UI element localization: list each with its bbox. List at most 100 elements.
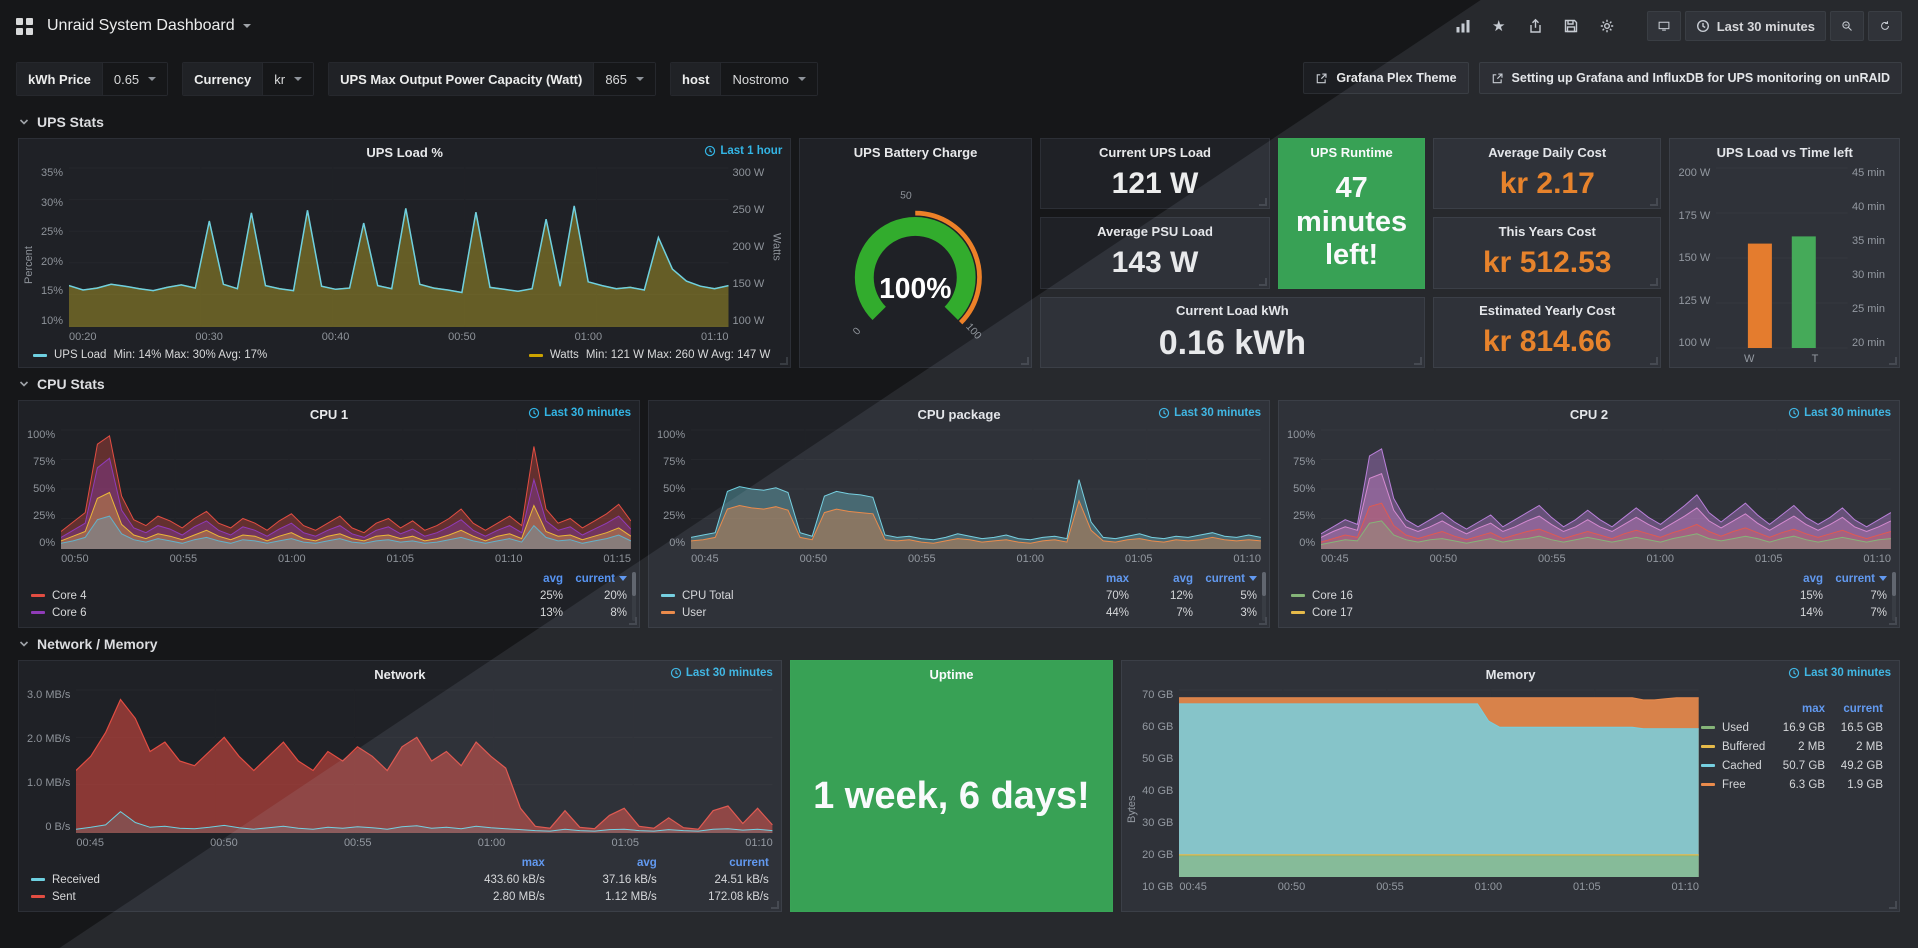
panel-title[interactable]: UPS Load %	[366, 144, 443, 160]
link-grafana-plex-theme[interactable]: Grafana Plex Theme	[1303, 62, 1469, 94]
legend-scrollbar[interactable]	[1262, 572, 1266, 621]
kiosk-mode-button[interactable]	[1646, 11, 1681, 41]
panel-time-override[interactable]: Last 30 minutes	[1788, 667, 1891, 679]
x-axis: 00:45 00:50 00:55 01:00 01:05 01:10	[1321, 549, 1891, 567]
legend-series[interactable]: User 44% 7% 3%	[661, 604, 1257, 621]
legend-series[interactable]: Core 17 14% 7%	[1291, 604, 1887, 621]
chevron-down-icon	[19, 119, 29, 125]
variable-currency[interactable]: Currency kr	[182, 62, 315, 96]
add-panel-button[interactable]	[1447, 12, 1479, 40]
tick-label: 150 W	[1678, 252, 1711, 264]
tick-label: 75%	[663, 456, 686, 468]
variable-kwh-price[interactable]: kWh Price 0.65	[16, 62, 169, 96]
share-button[interactable]	[1519, 12, 1551, 40]
legend-header[interactable]: max avg current	[661, 570, 1257, 587]
cpu-stats-row: CPU 1 Last 30 minutes 100% 75% 50% 25% 0% 00…	[0, 398, 1918, 630]
legend-header[interactable]: max avg current	[521, 856, 769, 869]
network-chart[interactable]	[76, 689, 773, 833]
panel-time-override[interactable]: Last 30 minutes	[670, 667, 773, 679]
svg-text:50: 50	[900, 190, 913, 202]
ups-load-time-bars[interactable]	[1716, 167, 1848, 349]
refresh-button[interactable]	[1868, 11, 1902, 41]
legend-series[interactable]: Free 6.3 GB 1.9 GB	[1701, 775, 1883, 794]
panel-title[interactable]: Average PSU Load	[1097, 223, 1213, 239]
panel-time-override[interactable]: Last 30 minutes	[1158, 407, 1261, 419]
svg-text:0: 0	[852, 326, 864, 338]
legend: max current Used 16.9 GB 16.5 GB Buffered 2 MB…	[1699, 689, 1891, 911]
refresh-icon	[1881, 21, 1889, 30]
cpu1-chart[interactable]	[61, 429, 631, 549]
panel-title[interactable]: This Years Cost	[1498, 223, 1596, 239]
legend-series[interactable]: Sent 2.80 MB/s 1.12 MB/s 172.08 kB/s	[31, 888, 769, 905]
legend-series[interactable]: Received 433.60 kB/s 37.16 kB/s 24.51 kB/s	[31, 871, 769, 888]
grafana-menu-icon[interactable]	[16, 17, 33, 35]
memory-chart[interactable]	[1179, 689, 1699, 877]
panel-title[interactable]: CPU 1	[309, 406, 349, 422]
tick-label: 00:50	[61, 553, 89, 565]
section-header-network-memory[interactable]: Network / Memory	[0, 630, 1918, 658]
panel-title[interactable]: UPS Runtime	[1310, 144, 1393, 160]
legend-scrollbar[interactable]	[632, 572, 636, 621]
panel-title[interactable]: CPU package	[917, 406, 1001, 422]
panel-title[interactable]: Uptime	[929, 666, 974, 682]
section-header-ups-stats[interactable]: UPS Stats	[0, 108, 1918, 136]
tick-label: 01:10	[700, 331, 729, 343]
legend-series[interactable]: UPS Load Min: 14% Max: 30% Avg: 17%	[33, 349, 267, 361]
tick-label: 300 W	[732, 167, 765, 179]
cpu2-chart[interactable]	[1321, 429, 1891, 549]
cpu-package-chart[interactable]	[691, 429, 1261, 549]
legend-scrollbar[interactable]	[1892, 572, 1896, 621]
tick-label: 40 min	[1851, 201, 1885, 213]
zoom-out-button[interactable]	[1830, 11, 1864, 41]
legend-header[interactable]: avg current	[1291, 570, 1887, 587]
time-range-picker[interactable]: Last 30 minutes	[1684, 11, 1826, 41]
legend-header[interactable]: max current	[1801, 702, 1883, 715]
dashboard-title-button[interactable]: Unraid System Dashboard	[47, 17, 251, 35]
legend: max avg current Received 433.60 kB/s 37.16 kB…	[19, 851, 781, 911]
y-axis-right: 45 min 40 min 35 min 30 min 25 min 20 min	[1848, 167, 1891, 367]
panel-title[interactable]: CPU 2	[1569, 406, 1609, 422]
panel-title[interactable]: UPS Battery Charge	[853, 144, 978, 160]
panel-time-override[interactable]: Last 30 minutes	[528, 407, 631, 419]
legend-series[interactable]: CPU Total 70% 12% 5%	[661, 587, 1257, 604]
clock-icon	[1696, 19, 1709, 33]
ups-load-chart[interactable]	[69, 167, 729, 327]
legend-series[interactable]: Cached 50.7 GB 49.2 GB	[1701, 756, 1883, 775]
panel-title[interactable]: Current UPS Load	[1099, 144, 1211, 160]
panel-title[interactable]: Estimated Yearly Cost	[1479, 303, 1616, 319]
favorite-button[interactable]: ★	[1483, 12, 1515, 40]
save-button[interactable]	[1555, 12, 1587, 40]
panel-title[interactable]: UPS Load vs Time left	[1716, 144, 1853, 160]
settings-button[interactable]	[1591, 12, 1623, 40]
gear-icon	[1600, 19, 1613, 33]
panel-title[interactable]: Average Daily Cost	[1488, 144, 1607, 160]
legend-header[interactable]: avg current	[31, 570, 627, 587]
legend-series[interactable]: Watts Min: 121 W Max: 260 W Avg: 147 W	[528, 349, 770, 361]
panel-title[interactable]: Current Load kWh	[1176, 303, 1289, 319]
legend-series[interactable]: Buffered 2 MB 2 MB	[1701, 737, 1883, 756]
ups-stat-cluster: Current UPS Load 121 W Average PSU Load …	[1039, 138, 1425, 368]
panel-time-override[interactable]: Last 1 hour	[704, 145, 782, 157]
panel-average-psu-load: Average PSU Load 143 W	[1039, 217, 1271, 289]
panel-title[interactable]: Network	[374, 666, 426, 682]
y-axis-label-right: Watts	[770, 233, 783, 261]
clock-icon	[705, 145, 716, 157]
external-link-icon	[1492, 72, 1503, 83]
section-header-cpu-stats[interactable]: CPU Stats	[0, 370, 1918, 398]
legend-series[interactable]: Core 4 25% 20%	[31, 587, 627, 604]
series-color-dash	[1701, 783, 1715, 786]
panel-title[interactable]: Memory	[1485, 666, 1536, 682]
tick-label: 150 W	[732, 278, 765, 290]
variable-host[interactable]: host Nostromo	[670, 62, 818, 96]
legend-series[interactable]: Used 16.9 GB 16.5 GB	[1701, 718, 1883, 737]
tick-label: 25 min	[1851, 303, 1885, 315]
link-grafana-influxdb-guide[interactable]: Setting up Grafana and InfluxDB for UPS …	[1478, 62, 1902, 94]
tick-label: 10%	[40, 314, 63, 327]
tick-label: 00:45	[76, 837, 104, 849]
variable-ups-max-output[interactable]: UPS Max Output Power Capacity (Watt) 865	[328, 62, 657, 96]
legend-series[interactable]: Core 6 13% 8%	[31, 604, 627, 621]
y-axis-right: 300 W 250 W 200 W 150 W 100 W	[729, 167, 771, 345]
panel-time-override[interactable]: Last 30 minutes	[1788, 407, 1891, 419]
legend-series[interactable]: Core 16 15% 7%	[1291, 587, 1887, 604]
